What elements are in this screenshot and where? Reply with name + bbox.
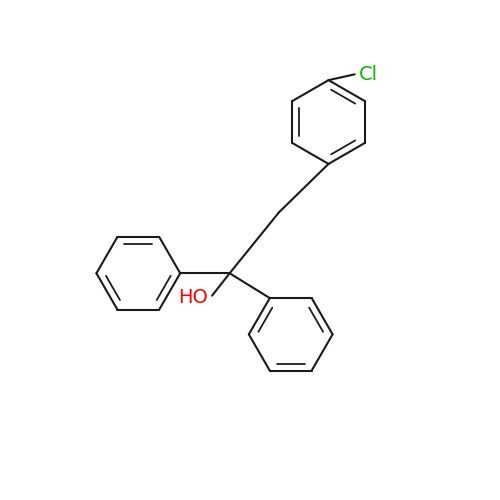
Text: HO: HO bbox=[178, 288, 208, 307]
Text: Cl: Cl bbox=[360, 65, 378, 84]
